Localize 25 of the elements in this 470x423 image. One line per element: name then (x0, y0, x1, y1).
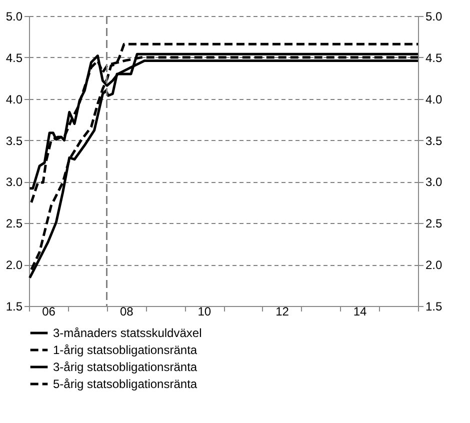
y2-tick-label: 3.5 (426, 134, 443, 148)
legend-label: 1-årig statsobligationsränta (53, 343, 198, 357)
legend-label: 5-årig statsobligationsränta (53, 377, 198, 391)
y-tick-label: 3.0 (6, 175, 23, 190)
y2-tick-label: 4.0 (426, 92, 443, 106)
y2-tick-label: 2.0 (426, 258, 443, 272)
y-tick-label: 4.0 (6, 92, 23, 106)
y2-tick-label: 1.5 (426, 300, 443, 314)
x-tick-label: 06 (42, 304, 56, 318)
x-tick-label: 10 (198, 304, 212, 318)
legend-label: 3-årig statsobligationsränta (53, 360, 198, 374)
y2-tick-label: 5.0 (426, 10, 443, 24)
y-tick-label: 5.0 (6, 10, 23, 24)
y-tick-label: 3.5 (6, 134, 23, 148)
y-tick-label: 2.0 (6, 258, 23, 272)
legend-label: 3-månaders statsskuldväxel (53, 326, 202, 340)
x-tick-label: 12 (276, 304, 290, 318)
y-tick-label: 1.5 (6, 300, 23, 314)
y2-tick-label: 2.5 (426, 216, 443, 231)
x-tick-label: 14 (353, 304, 368, 318)
y-tick-label: 2.5 (6, 216, 23, 231)
y2-tick-label: 3.0 (426, 175, 443, 190)
y2-tick-label: 4.5 (426, 50, 443, 65)
y-tick-label: 4.5 (6, 50, 23, 65)
x-tick-label: 08 (120, 304, 134, 318)
